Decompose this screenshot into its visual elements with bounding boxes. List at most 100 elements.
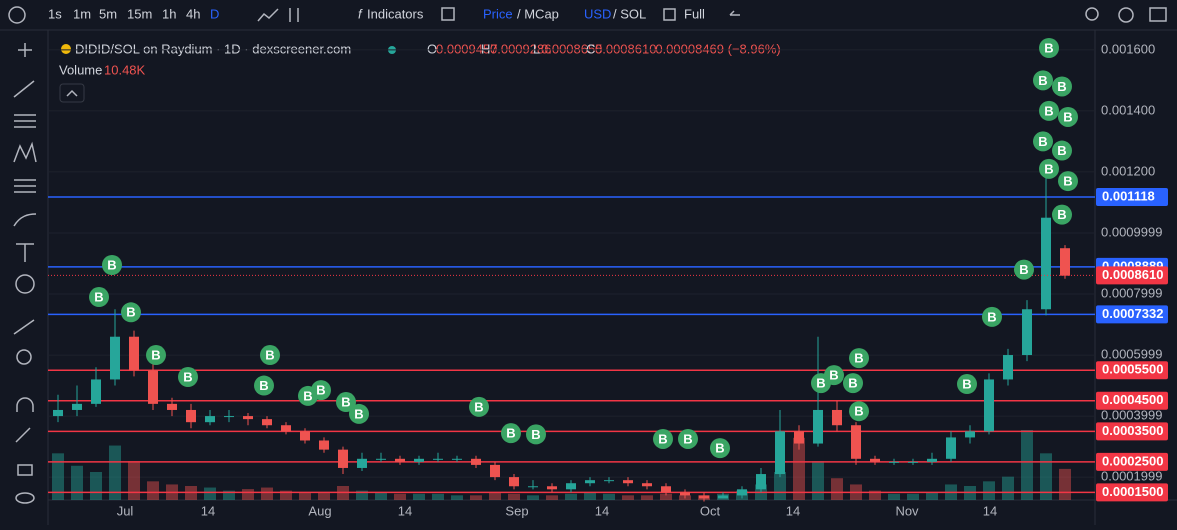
collapse-icon [66,89,78,97]
buy-marker [1014,259,1034,280]
draw-mode-tool[interactable] [15,427,31,443]
chart-style[interactable] [257,8,279,22]
buy-marker-label: B [854,404,863,419]
buy-marker-label: B [151,347,160,362]
candle-body [927,458,937,462]
volume-bar [413,493,425,500]
buy-marker-label: B [531,427,540,442]
full-button[interactable]: Full [684,6,705,21]
lock-tool[interactable] [17,464,33,476]
buy-marker [957,374,977,395]
volume-bar [1021,430,1033,500]
interval-button[interactable]: 1h [162,6,176,21]
buy-marker [254,375,274,396]
magnet-tool[interactable] [16,397,34,412]
indicators-button[interactable]: Indicators [367,6,424,21]
add-symbol[interactable] [8,6,26,24]
y-tick-label: 0.001400 [1101,102,1155,117]
candle-body [262,419,272,426]
x-tick-label: 14 [398,503,412,518]
buy-marker [1058,106,1078,127]
fib-tool[interactable] [14,114,36,128]
buy-marker-label: B [658,431,667,446]
line-tool[interactable] [13,80,35,98]
brush-tool[interactable] [13,213,37,227]
buy-marker [260,345,280,366]
buy-marker-label: B [829,368,838,383]
symbol-title: DIDID/SOL on Raydium · 1D · dexscreener.… [75,41,351,56]
candle-body [528,486,538,488]
mcap-toggle[interactable]: / MCap [517,6,559,21]
candle-body [813,409,823,444]
buy-marker-label: B [107,257,116,272]
x-tick-label: Oct [700,503,721,518]
zoom-tool[interactable] [16,349,32,365]
volume-bar [812,461,824,500]
interval-button[interactable]: 15m [127,6,152,21]
search[interactable] [1085,7,1099,21]
candle-body [243,416,253,420]
usd-toggle[interactable]: USD [584,6,611,21]
interval-button[interactable]: 1m [73,6,91,21]
buy-marker [843,373,863,394]
candle-body [1060,248,1070,276]
price-badge [1096,452,1168,471]
price-badge-label: 0.001118 [1102,188,1155,203]
volume-value: 10.48K [104,62,146,77]
undo[interactable] [729,10,740,16]
emoji-tool[interactable] [15,274,35,294]
interval-button[interactable]: 5m [99,6,117,21]
price-toggle[interactable]: Price [483,6,513,21]
sol-toggle[interactable]: / SOL [613,6,646,21]
forecast-tool[interactable] [14,179,36,193]
volume-bar [888,493,900,500]
candle-body [452,458,462,460]
price-badge [1096,305,1168,324]
crosshair-tool[interactable] [18,43,32,57]
price-badge-label: 0.0007332 [1102,306,1163,321]
volume-bar [90,472,102,500]
buy-marker-label: B [183,369,192,384]
measure-tool[interactable] [13,319,35,335]
candle-body [566,483,576,490]
volume-bar [356,490,368,500]
buy-marker-label: B [94,289,103,304]
buy-marker [824,365,844,386]
interval-button[interactable]: 1s [48,6,62,21]
price-badge [1096,361,1168,380]
snapshot[interactable] [1149,7,1167,22]
volume-label: Volume [59,62,102,77]
collapse-button[interactable] [59,83,85,103]
candle-body [414,458,424,462]
y-tick-label: 0.0003999 [1101,408,1162,423]
buy-marker-label: B [1063,174,1072,189]
volume-bar [451,495,463,500]
fullscreen-icon[interactable] [663,8,676,21]
ohlc-value: 0.0008610 [595,41,656,56]
buy-marker [146,345,166,366]
candle-body [91,379,101,404]
x-tick-label: 14 [786,503,800,518]
buy-marker [849,401,869,422]
price-badge [1096,422,1168,441]
candle-body [889,461,899,463]
candle-body [338,449,348,468]
candle-body [281,425,291,432]
candle-body [148,370,158,404]
text-tool[interactable] [16,243,34,262]
templates[interactable] [441,7,455,21]
interval-button[interactable]: 4h [186,6,200,21]
buy-marker-label: B [126,305,135,320]
x-tick-label: Aug [308,503,331,518]
buy-marker-label: B [848,376,857,391]
left-tools [13,43,37,504]
visibility-tool[interactable] [15,492,35,504]
pattern-tool[interactable] [13,141,37,163]
price-badge [1096,391,1168,410]
y-tick-label: 0.0009999 [1101,224,1162,239]
settings[interactable] [1118,7,1134,23]
buy-marker-label: B [1057,207,1066,222]
buy-marker [311,380,331,401]
candle-style[interactable] [289,8,299,22]
interval-button[interactable]: D [210,6,219,21]
